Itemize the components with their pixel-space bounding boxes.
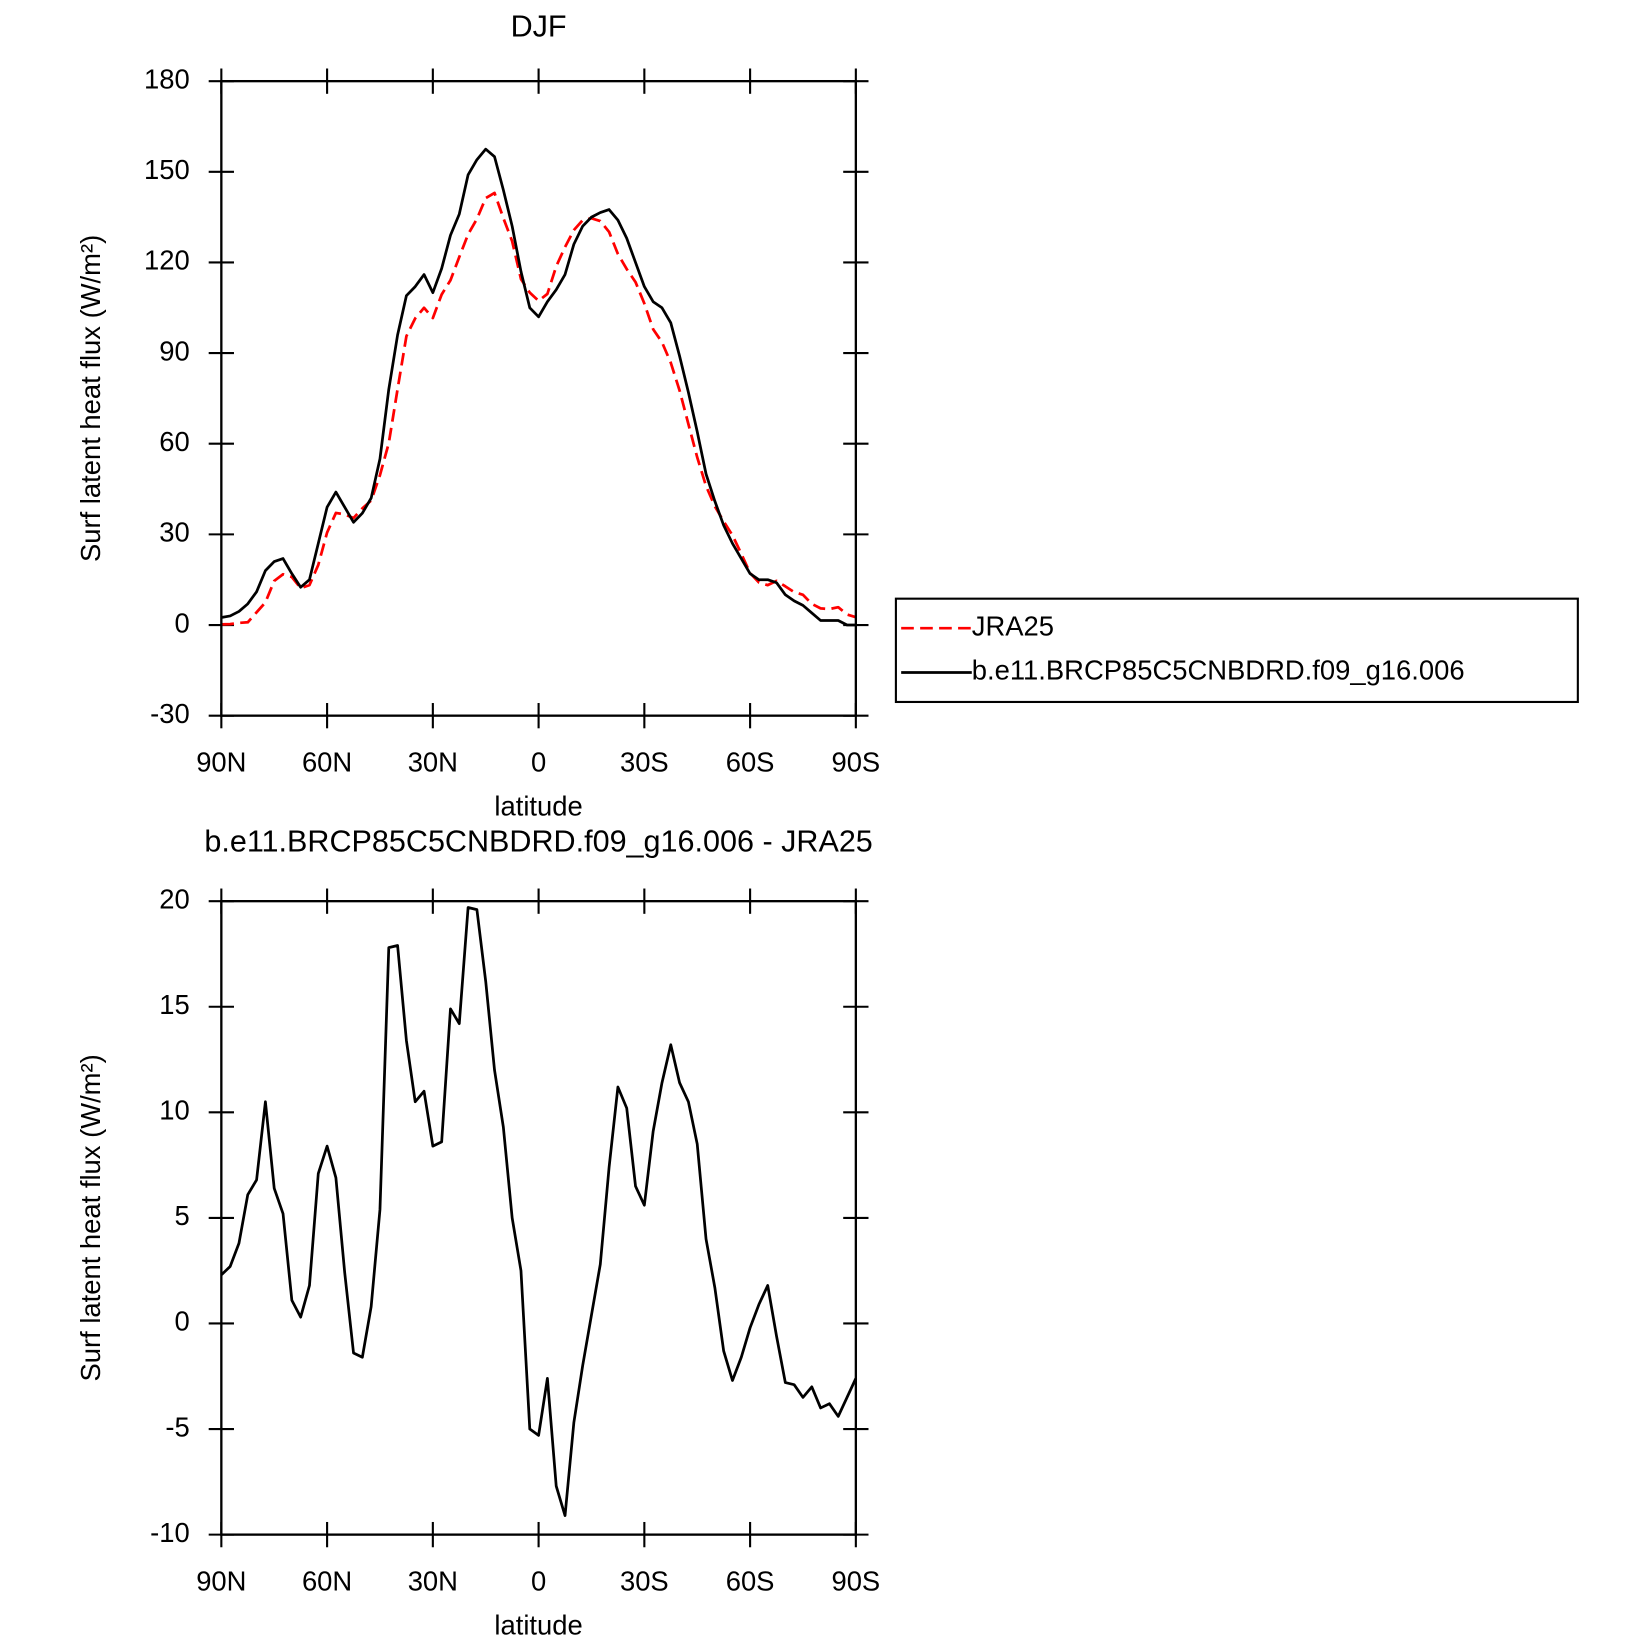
legend-label: JRA25 xyxy=(972,610,1054,641)
y-tick-label: 150 xyxy=(144,154,190,185)
plot-frame xyxy=(220,79,858,717)
x-tick-label: 60N xyxy=(302,746,352,777)
x-tick-label: 30N xyxy=(408,746,458,777)
legend-label: b.e11.BRCP85C5CNBDRD.f09_g16.006 xyxy=(972,655,1465,686)
y-axis-label: Surf latent heat flux (W/m²) xyxy=(75,235,106,562)
x-tick-label: 0 xyxy=(531,746,546,777)
x-axis-label: latitude xyxy=(494,1610,582,1641)
plot-frame xyxy=(220,900,858,1536)
x-axis-label: latitude xyxy=(494,791,582,822)
y-tick-label: 60 xyxy=(159,426,189,457)
x-tick-label: 30S xyxy=(620,746,669,777)
data-line xyxy=(220,906,858,1517)
data-line xyxy=(221,147,856,627)
y-tick-label: 20 xyxy=(159,883,189,914)
y-tick-label: 90 xyxy=(159,335,189,366)
x-tick-label: 30N xyxy=(408,1565,458,1596)
x-tick-label: 90N xyxy=(196,1565,246,1596)
x-tick-label: 30S xyxy=(620,1565,669,1596)
y-tick-label: 120 xyxy=(144,245,190,276)
chart-title: b.e11.BRCP85C5CNBDRD.f09_g16.006 - JRA25 xyxy=(204,824,872,858)
x-tick-label: 0 xyxy=(531,1565,546,1596)
x-tick-label: 90S xyxy=(831,1565,880,1596)
y-tick-label: 10 xyxy=(159,1095,189,1126)
x-tick-label: 60S xyxy=(726,746,775,777)
y-tick-label: 30 xyxy=(159,517,189,548)
legend-box xyxy=(894,597,1579,704)
y-tick-label: -10 xyxy=(150,1517,190,1548)
x-tick-label: 60S xyxy=(726,1565,775,1596)
x-tick-label: 60N xyxy=(302,1565,352,1596)
y-tick-label: 5 xyxy=(174,1200,189,1231)
y-tick-label: 15 xyxy=(159,989,189,1020)
chart-title: DJF xyxy=(511,10,567,44)
x-tick-label: 90N xyxy=(196,746,246,777)
y-axis-label: Surf latent heat flux (W/m²) xyxy=(75,1054,106,1381)
x-tick-label: 90S xyxy=(831,746,880,777)
data-line xyxy=(221,191,857,626)
y-tick-label: 180 xyxy=(144,63,190,94)
y-tick-label: -5 xyxy=(165,1411,189,1442)
y-tick-label: 0 xyxy=(174,1306,189,1337)
y-tick-label: -30 xyxy=(150,698,190,729)
y-tick-label: 0 xyxy=(174,607,189,638)
plot-root: DJF latitude Surf latent heat flux (W/m²) -… xyxy=(75,10,1579,1641)
